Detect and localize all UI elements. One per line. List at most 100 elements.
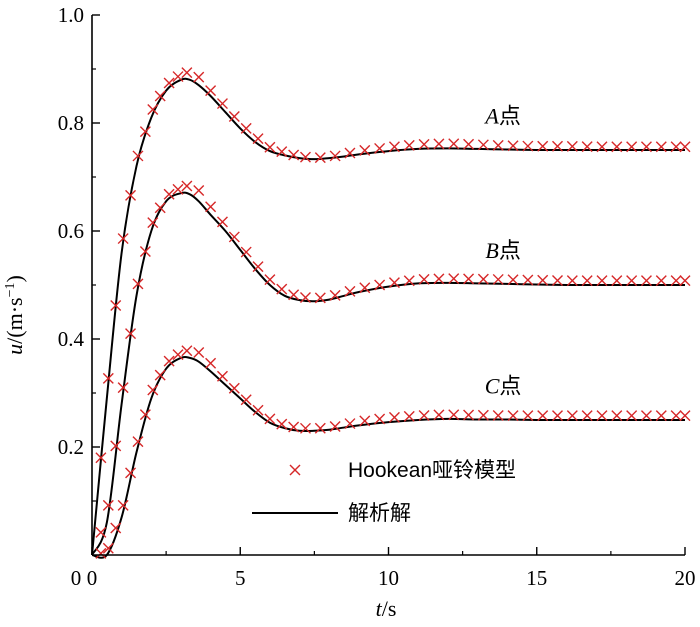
series-C-hookean-point xyxy=(374,413,386,425)
marker-stroke xyxy=(374,413,386,425)
series-B-hookean-point xyxy=(374,279,386,291)
x-tick-label: 5 xyxy=(235,566,246,590)
origin-tick-label: 0 xyxy=(71,566,82,590)
marker-stroke xyxy=(163,355,175,367)
series-B-hookean-point xyxy=(102,499,114,511)
marker-stroke xyxy=(655,141,667,153)
series-A-hookean-point xyxy=(403,139,415,151)
series-A-hookean-point xyxy=(566,140,578,152)
series-C-hookean-point xyxy=(228,382,240,394)
marker-stroke xyxy=(388,141,400,153)
series-B-hookean-point xyxy=(95,526,107,538)
marker-stroke xyxy=(640,410,652,422)
series-B-hookean-point xyxy=(252,261,264,273)
legend: Hookean哑铃模型 解析解 xyxy=(252,459,516,525)
marker-stroke xyxy=(537,140,549,152)
series-A-hookean-point xyxy=(655,141,667,153)
y-axis-label-var: u xyxy=(2,344,27,355)
series-C-hookean-point xyxy=(110,522,122,534)
marker-stroke xyxy=(670,275,682,287)
series-C-hookean-point xyxy=(507,410,519,422)
marker-stroke xyxy=(448,138,460,150)
legend-marker-x xyxy=(289,464,301,476)
marker-stroke xyxy=(329,289,341,301)
marker-stroke xyxy=(507,140,519,152)
annotation-letter: C xyxy=(485,373,500,398)
series-C-hookean-markers xyxy=(95,345,691,559)
series-A-hookean-point xyxy=(147,104,159,115)
series-A-hookean-point xyxy=(388,141,400,153)
marker-stroke xyxy=(418,273,430,285)
y-tick-label: 0.4 xyxy=(58,327,85,351)
series-C-hookean-point xyxy=(552,410,563,422)
y-axis-label-unit: /(m·s xyxy=(2,297,27,343)
legend-item-analytic: 解析解 xyxy=(252,502,411,525)
marker-stroke xyxy=(95,452,107,464)
series-C-hookean-point xyxy=(240,394,252,406)
series-A-hookean-point xyxy=(314,152,326,164)
series-B-hookean-point xyxy=(264,274,276,286)
series-A-hookean-point xyxy=(507,140,519,152)
series-A-hookean-point xyxy=(679,141,691,153)
marker-stroke xyxy=(359,415,371,427)
series-B-hookean-point xyxy=(552,275,563,287)
marker-stroke xyxy=(299,151,311,163)
series-B-hookean-point xyxy=(581,275,593,287)
series-B-hookean-point xyxy=(492,273,504,285)
series-A-hookean-point xyxy=(448,138,460,150)
series-C-hookean-point xyxy=(581,410,593,422)
series-C-hookean-point xyxy=(329,420,341,432)
series-B-hookean-point xyxy=(240,246,252,258)
series-A-hookean-point xyxy=(264,141,276,153)
y-axis-label-close: ) xyxy=(2,275,27,282)
y-tick-label: 0.8 xyxy=(58,111,84,135)
series-B-hookean-point xyxy=(205,201,217,213)
marker-stroke xyxy=(139,126,151,138)
marker-stroke xyxy=(522,410,534,422)
annotation-suffix: 点 xyxy=(499,373,521,398)
series-B-hookean-point xyxy=(163,188,175,200)
series-C-hookean-point xyxy=(596,410,608,422)
series-C-hookean-point xyxy=(344,418,356,430)
series-C-hookean-point xyxy=(102,542,114,554)
marker-stroke xyxy=(154,202,166,214)
marker-stroke xyxy=(181,180,193,192)
series-A-hookean-point xyxy=(433,138,445,150)
marker-stroke xyxy=(288,289,300,301)
marker-stroke xyxy=(477,139,489,151)
marker-stroke xyxy=(463,409,475,421)
marker-stroke xyxy=(679,275,691,287)
series-A-hookean-point xyxy=(288,149,300,161)
series-B-hookean-point xyxy=(640,275,652,287)
series-A-hookean-point xyxy=(276,146,288,158)
series-B-hookean-point xyxy=(181,180,193,192)
annotation-letter: A xyxy=(483,103,499,128)
marker-stroke xyxy=(492,273,504,285)
series-A-hookean-point xyxy=(172,71,184,83)
marker-stroke xyxy=(117,382,129,394)
marker-stroke xyxy=(388,277,400,289)
series-A-hookean-point xyxy=(139,126,151,138)
series-A-hookean-point xyxy=(125,189,137,201)
marker-stroke xyxy=(314,422,326,434)
series-B-hookean-point xyxy=(132,278,144,290)
series-C-hookean-point xyxy=(403,410,415,422)
series-B-hookean-point xyxy=(154,202,166,214)
annotation-point-B: B点 xyxy=(485,238,520,263)
marker-stroke xyxy=(433,273,445,285)
marker-stroke xyxy=(147,384,159,396)
series-B-hookean-point xyxy=(463,273,475,285)
series-B-hookean-point xyxy=(522,274,534,286)
marker-stroke xyxy=(193,71,205,83)
series-C-hookean-point xyxy=(252,404,264,416)
series-B-hookean-point xyxy=(193,185,205,196)
marker-stroke xyxy=(640,141,652,153)
marker-stroke xyxy=(110,440,122,452)
marker-stroke xyxy=(95,526,107,538)
marker-stroke xyxy=(626,275,638,287)
marker-stroke xyxy=(344,285,356,297)
marker-stroke xyxy=(163,77,175,89)
marker-stroke xyxy=(288,149,300,161)
marker-stroke xyxy=(299,292,311,304)
marker-stroke xyxy=(566,275,578,287)
